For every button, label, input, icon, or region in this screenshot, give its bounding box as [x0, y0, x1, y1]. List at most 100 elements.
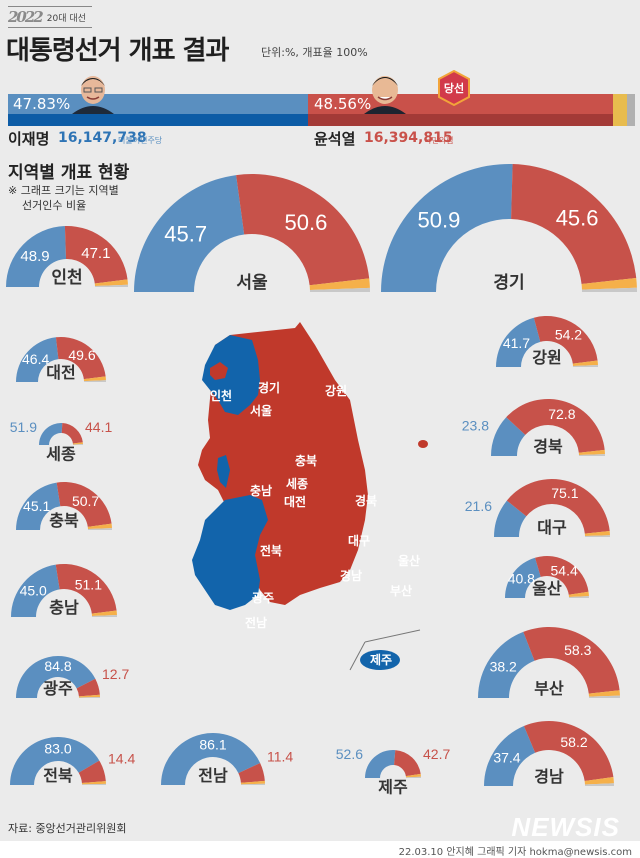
yoon-value: 45.6	[556, 205, 599, 230]
jeju-region	[360, 650, 400, 670]
yoon-value: 49.6	[68, 347, 95, 363]
lee-arc	[365, 750, 396, 778]
lee-arc	[491, 417, 526, 456]
sejong-region	[217, 455, 230, 488]
yoon-value: 54.2	[555, 327, 582, 343]
yoon-arc	[236, 174, 370, 286]
invalid-bar-segment	[627, 94, 635, 126]
yoon-value: 72.8	[548, 406, 575, 422]
lee-arc	[496, 317, 541, 367]
region-label: 경남	[534, 768, 564, 786]
lee-value: 41.7	[503, 335, 530, 351]
yoon-arc	[511, 164, 637, 284]
lee-arc	[494, 500, 527, 537]
jeolla-region	[192, 495, 268, 610]
yoon-value: 44.1	[85, 419, 112, 435]
region-label: 대구	[537, 519, 567, 537]
lee-value: 46.4	[22, 351, 49, 367]
gauge-제주: 52.6 42.7 제주	[336, 746, 451, 796]
note-line-1: ※ 그래프 크기는 지역별	[8, 184, 119, 197]
yoon-value: 58.2	[560, 734, 587, 750]
yoon-arc	[56, 482, 112, 527]
lee-arc	[161, 733, 261, 785]
gyeonggi-region	[202, 335, 260, 415]
source-note: 자료: 중앙선거관리위원회	[8, 822, 127, 835]
gauge-부산: 38.2 58.3 부산	[478, 627, 620, 698]
header-logo: 2022 20대 대선	[8, 6, 92, 28]
credit-line: 22.03.10 안지혜 그래픽 기자 hokma@newsis.com	[398, 847, 632, 858]
region-label: 광주	[43, 679, 73, 698]
lee-portrait-icon	[72, 76, 114, 114]
lee-votes: 16,147,738	[58, 130, 147, 146]
map-label-gwangju: 광주	[252, 590, 274, 605]
lee-arc	[11, 564, 60, 617]
region-label: 제주	[378, 778, 408, 796]
lee-arc	[381, 164, 513, 292]
map-label-chungbuk: 충북	[295, 453, 317, 468]
gauge-서울: 45.7 50.6 서울	[134, 174, 370, 292]
map-label-gyeongbuk: 경북	[355, 494, 377, 508]
region-label: 강원	[532, 349, 561, 367]
yoon-arc	[55, 564, 117, 614]
yoon-name: 윤석열	[314, 130, 356, 148]
yoon-arc	[55, 337, 106, 380]
yoon-arc	[506, 479, 610, 534]
yoon-votes: 16,394,815	[364, 130, 453, 146]
yoon-arc	[506, 399, 605, 453]
region-label: 인천	[51, 268, 82, 287]
region-label: 충북	[49, 512, 79, 530]
yoon-portrait-icon	[364, 76, 406, 114]
lee-value: 45.0	[20, 582, 47, 598]
lee-arc	[505, 557, 541, 598]
map-label-ulsan: 울산	[398, 553, 420, 568]
lee-value: 23.8	[462, 417, 489, 433]
regional-section-title: 지역별 개표 현황	[8, 163, 130, 183]
region-label: 울산	[532, 580, 562, 598]
lee-arc	[478, 631, 535, 698]
yoon-value: 42.7	[423, 746, 450, 762]
lee-value: 84.8	[44, 658, 71, 674]
yoon-arc	[238, 763, 265, 783]
map-label-jeonbuk: 전북	[260, 543, 282, 558]
gauge-경남: 37.4 58.2 경남	[484, 721, 614, 786]
region-label: 충남	[49, 599, 79, 617]
other-bar-segment	[613, 94, 627, 126]
map-label-seoul: 서울	[250, 403, 272, 418]
lee-value: 48.9	[20, 248, 49, 265]
map-label-incheon: 인천	[210, 388, 232, 403]
yoon-value: 12.7	[102, 666, 129, 682]
yoon-value: 54.4	[551, 563, 578, 579]
map-label-daegu: 대구	[348, 534, 370, 548]
map-label-chungnam: 충남	[250, 483, 272, 498]
yoon-value: 50.7	[72, 493, 99, 509]
lee-value: 45.7	[164, 221, 207, 246]
lee-arc	[16, 337, 59, 382]
map-label-busan: 부산	[390, 583, 412, 598]
yoon-value: 75.1	[551, 485, 578, 501]
yoon-arc	[394, 750, 421, 777]
yoon-value: 58.3	[564, 642, 591, 658]
lee-percentage: 47.83%	[13, 95, 71, 113]
map-label-daejeon: 대전	[284, 494, 306, 509]
region-label: 전남	[198, 767, 228, 785]
ulleung-island	[418, 440, 428, 448]
yoon-arc	[64, 226, 128, 284]
yoon-value: 14.4	[108, 750, 135, 766]
yoon-percentage: 48.56%	[314, 95, 372, 113]
lee-value: 40.8	[508, 571, 535, 587]
gauge-대전: 46.4 49.6대전	[16, 337, 107, 382]
yoon-arc	[533, 316, 598, 364]
lee-arc	[16, 482, 61, 530]
seoul-region	[210, 362, 228, 380]
lee-arc	[10, 737, 100, 785]
yoon-value: 51.1	[75, 576, 102, 592]
yoon-arc	[523, 721, 614, 782]
region-label: 세종	[46, 445, 76, 463]
yoon-party: 국민의힘	[424, 136, 454, 145]
region-label: 경기	[493, 273, 524, 292]
lee-value: 51.9	[10, 419, 37, 435]
note-line-2: 선거인수 비율	[22, 199, 87, 212]
gauge-충남: 45.0 51.1 충남	[11, 564, 117, 617]
logo-subtitle: 20대 대선	[46, 13, 86, 24]
yoon-value: 50.6	[285, 210, 328, 235]
